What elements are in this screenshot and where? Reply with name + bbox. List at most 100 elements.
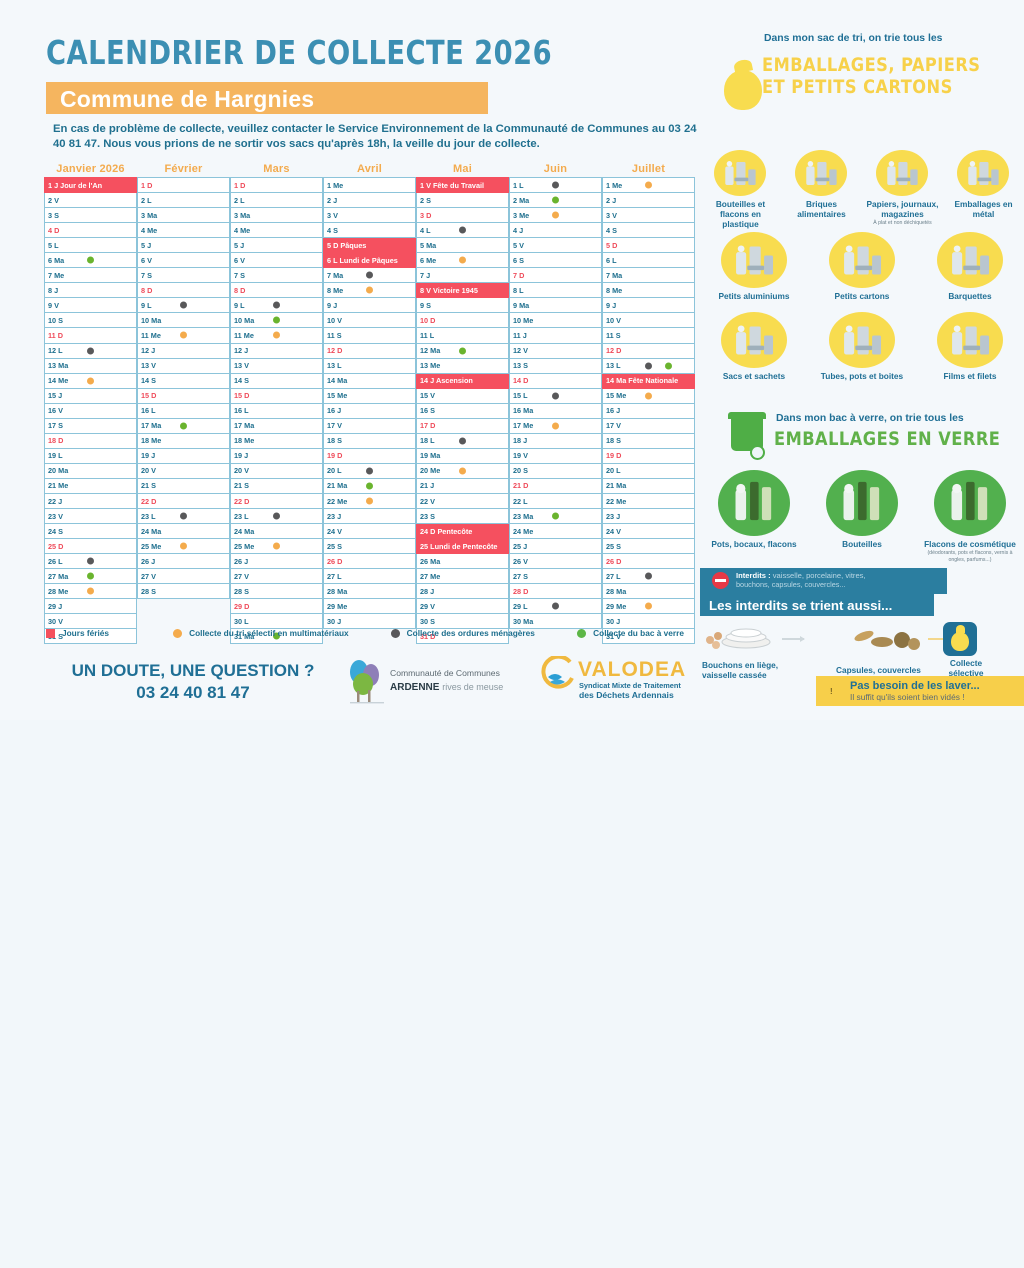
- recycling-item: Tubes, pots et boites: [811, 312, 913, 381]
- legend-swatch-om: [390, 628, 400, 638]
- calendar-day-cell: 12 Ma: [416, 342, 509, 359]
- recycling-item-label: Papiers, journaux, magazines: [866, 199, 939, 219]
- calendar-day-cell: 1 L: [509, 176, 602, 194]
- calendar-day-cell: 24 S: [44, 523, 137, 540]
- calendar-day-cell: 26 Ma: [416, 553, 509, 570]
- cc-logo: [342, 658, 522, 706]
- recycling-item: Bouteilles: [811, 470, 913, 564]
- calendar-day-cell: 14 Ma: [323, 372, 416, 389]
- collection-dot-verre: [552, 196, 559, 204]
- collection-dot-tri: [645, 392, 652, 400]
- calendar-day-cell: 24 V: [323, 523, 416, 540]
- calendar-day-cell: 5 D Pâques: [323, 237, 416, 254]
- calendar-day-cell: 27 S: [509, 568, 602, 585]
- calendar-day-cell: 3 V: [323, 207, 416, 224]
- recycling-item: Sacs et sachets: [703, 312, 805, 381]
- calendar-day-cell: 12 D: [602, 342, 695, 359]
- collection-dot-tri: [645, 181, 652, 189]
- recycling-item-note: (déodorants, pots et flacons, vernis à o…: [927, 550, 1013, 563]
- calendar-day-cell: 8 D: [230, 282, 323, 299]
- calendar-cell-empty: [137, 613, 230, 628]
- recycling-item: Petits cartons: [811, 232, 913, 301]
- calendar-day-cell: 5 L: [44, 237, 137, 254]
- collection-dot-verre: [459, 347, 466, 355]
- item-photo: [720, 312, 787, 368]
- calendar-day-cell: 28 J: [416, 583, 509, 600]
- valodea-sub1: Syndicat Mixte de Traitement: [579, 681, 681, 690]
- calendar-day-cell: 8 D: [137, 282, 230, 299]
- calendar-day-cell: 19 J: [137, 447, 230, 464]
- calendar-day-cell: 6 L: [602, 252, 695, 269]
- calendar-day-cell: 27 V: [230, 568, 323, 585]
- calendar-day-cell: 23 Ma: [509, 508, 602, 525]
- calendar-day-cell: 30 L: [230, 613, 323, 630]
- calendar-day-cell: 19 Ma: [416, 447, 509, 464]
- calendar-day-cell: 22 J: [44, 492, 137, 510]
- collection-dot-om: [552, 392, 559, 400]
- calendar-day-cell: 3 Ma: [137, 207, 230, 224]
- collection-dot-verre: [273, 632, 280, 640]
- calendar-day-cell: 2 L: [137, 192, 230, 209]
- sac-items-row-1: Bouteilles et flacons en plastique Brique…: [700, 150, 1024, 229]
- calendar-day-cell: 8 J: [44, 282, 137, 299]
- collection-dot-tri: [87, 377, 94, 385]
- collection-dot-om: [87, 347, 94, 355]
- calendar-day-cell: 1 Me: [602, 176, 695, 194]
- calendar-day-cell: 7 J: [416, 267, 509, 284]
- collection-dot-verre: [552, 512, 559, 520]
- calendar-day-cell: 21 Ma: [323, 477, 416, 494]
- calendar-day-cell: 19 L: [44, 447, 137, 464]
- calendar-day-cell: 12 J: [137, 342, 230, 359]
- collection-dot-tri: [459, 256, 466, 264]
- calendar-day-cell: 3 S: [44, 207, 137, 224]
- item-photo: [933, 470, 1006, 536]
- tree-logo-icon: [350, 660, 384, 704]
- calendar-day-cell: 23 J: [602, 508, 695, 525]
- calendar-day-cell: 23 V: [44, 508, 137, 525]
- calendar-day-cell: 15 D: [230, 387, 323, 404]
- calendar-day-cell: 9 L: [137, 297, 230, 314]
- calendar-day-cell: 19 V: [509, 447, 602, 464]
- calendar-day-cell: 21 D: [509, 477, 602, 494]
- calendar-day-cell: 2 S: [416, 192, 509, 209]
- collection-dot-om: [180, 512, 187, 520]
- calendar-day-cell: 15 V: [416, 387, 509, 404]
- calendar-day-cell: 17 D: [416, 417, 509, 434]
- calendar-day-cell: 28 Ma: [602, 583, 695, 600]
- month-header: Février: [164, 163, 203, 175]
- legend-label: Collecte du tri sélectif en multimatéria…: [189, 628, 349, 638]
- calendar-day-cell: 9 Ma: [509, 297, 602, 314]
- verre-items-row: Pots, bocaux, flacons Bouteilles Flacons d…: [700, 470, 1024, 564]
- collection-dot-tri: [366, 497, 373, 505]
- recycling-item: Papiers, journaux, magazines À plat et no…: [865, 150, 940, 229]
- recycling-item-label: Barquettes: [948, 291, 992, 301]
- calendar-day-cell: 17 S: [44, 417, 137, 434]
- calendar-day-cell: 24 Ma: [230, 523, 323, 540]
- legend-item-tri: Collecte du tri sélectif en multimatéria…: [173, 628, 373, 638]
- collection-dot-om: [459, 226, 466, 234]
- verre-title: EMBALLAGES EN VERRE: [774, 428, 1001, 450]
- calendar-day-cell: 20 L: [602, 462, 695, 479]
- calendar-day-cell: 20 Me: [416, 462, 509, 479]
- collection-dot-om: [366, 467, 373, 475]
- recycling-item-label: Flacons de cosmétique: [924, 539, 1016, 549]
- calendar-day-cell: 30 J: [323, 613, 416, 630]
- calendar-day-cell: 7 Ma: [602, 267, 695, 284]
- calendar-day-cell: 8 L: [509, 282, 602, 299]
- calendar-day-cell: 13 V: [137, 357, 230, 374]
- calendar-day-cell: 23 L: [137, 508, 230, 525]
- calendar-day-cell: 2 L: [230, 192, 323, 209]
- calendar-day-cell: 28 S: [137, 583, 230, 600]
- flow-caption-3: Capsules, couvercles: [836, 665, 921, 675]
- calendar-day-cell: 5 V: [509, 237, 602, 254]
- collection-dot-verre: [87, 572, 94, 580]
- calendar-day-cell: 17 Me: [509, 417, 602, 434]
- calendar-day-cell: 30 V: [44, 613, 137, 630]
- calendar-day-cell: 25 Lundi de Pentecôte: [416, 538, 509, 555]
- calendar-day-cell: 2 Ma: [509, 192, 602, 209]
- calendar-day-cell: 17 V: [602, 417, 695, 434]
- calendar-day-cell: 12 L: [44, 342, 137, 359]
